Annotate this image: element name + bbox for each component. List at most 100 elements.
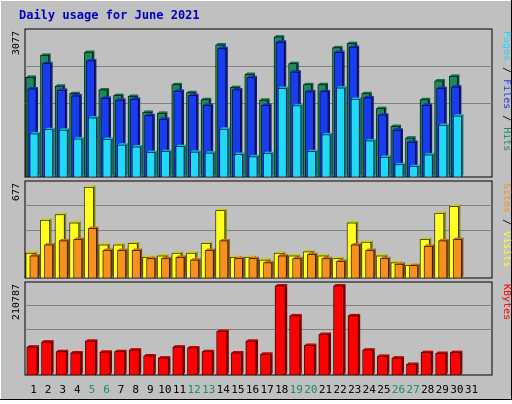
bar-sites-day-24 [365,250,375,279]
bar-hits-top [40,53,51,56]
bar-sites-side [227,238,230,278]
bar-sites-day-11 [175,257,185,279]
bar-sites-top [234,256,245,259]
legend-item-kbytes: KBytes [501,284,512,320]
bar-kbytes-day-5 [85,340,96,376]
bar-visits-top [332,256,344,259]
bar-pages-side [242,152,245,177]
legend-separator: / [501,109,512,127]
bar-sites-side [67,238,70,278]
bar-files-top [451,85,462,88]
bar-kbytes-side [66,349,69,375]
bar-pages-top [380,155,391,158]
bar-pages-side [198,150,201,177]
bar-visits-top [347,221,359,224]
bar-sites-top [190,258,201,261]
bar-hits-top [157,111,168,114]
bar-sites-top [176,255,186,258]
bar-pages-day-11 [175,146,185,178]
bar-sites-side [242,256,245,278]
bar-sites-side [446,238,449,278]
x-label-day-20: 20 [304,383,317,396]
bar-sites-side [140,248,143,278]
bar-pages-day-19 [292,105,302,178]
bar-pages-side [169,149,172,177]
legend-visits-sites: Sites / Visits [501,183,512,267]
bar-visits-top [201,241,213,244]
bar-sites-side [96,226,99,278]
bar-pages-side [184,144,186,177]
x-label-day-17: 17 [260,383,273,396]
bar-hits-top [288,61,299,64]
bar-sites-day-28 [423,246,433,279]
bar-files-top [203,103,214,106]
bar-sites-day-29 [438,240,448,279]
bar-kbytes-side [110,350,112,375]
bar-pages-top [30,131,40,134]
bar-kbytes-side [445,351,448,375]
x-label-day-11: 11 [173,383,186,396]
bar-sites-side [257,256,259,278]
bar-kbytes-top [158,356,171,359]
bar-kbytes-top [289,313,302,316]
bar-pages-top [453,114,464,117]
bar-kbytes-side [37,345,39,375]
bar-kbytes-top [450,350,463,353]
bar-kbytes-day-28 [420,352,432,376]
bar-pages-day-14 [219,128,229,178]
x-label-day-10: 10 [158,383,171,396]
bar-kbytes-side [256,339,258,375]
bar-kbytes-side [329,332,331,375]
panel-visits-sites: 677 Sites / Visits [11,180,512,279]
bar-hits-top [245,72,255,75]
bar-hits-top [99,87,109,90]
bar-files-top [378,113,389,116]
bar-kbytes-side [241,351,244,375]
bar-pages-day-1 [29,133,39,178]
bar-hits-top [113,93,124,96]
bar-visits-top [55,212,67,215]
legend-item-pages: Pages [501,31,512,61]
legend-item-hits: Hits [501,127,512,151]
bar-hits-top [186,90,197,93]
bar-sites-side [198,258,201,278]
x-label-day-3: 3 [59,383,66,396]
x-label-day-7: 7 [118,383,125,396]
bar-pages-top [73,137,84,140]
bar-pages-side [315,149,318,177]
x-label-day-9: 9 [147,383,154,396]
bar-pages-day-24 [365,140,375,178]
bar-hits-top [172,82,182,85]
bar-kbytes-top [216,329,229,332]
bar-sites-side [417,263,420,278]
bar-files-top [422,103,433,106]
bar-pages-side [403,162,405,177]
bar-sites-side [344,259,347,278]
bar-kbytes-day-4 [70,352,82,376]
bar-kbytes-top [304,343,317,346]
bar-pages-day-29 [438,125,448,178]
x-label-day-27: 27 [406,383,419,396]
bar-pages-side [300,103,303,177]
bar-sites-side [286,254,289,278]
bar-kbytes-day-30 [450,352,461,376]
bar-sites-day-1 [29,255,39,279]
bar-files-top [28,87,38,90]
bar-files-top [261,103,272,106]
bar-kbytes-day-18 [274,285,286,376]
bar-pages-day-16 [248,156,258,178]
bar-hits-top [420,97,431,100]
bar-pages-top [146,150,157,153]
bar-pages-top [263,151,274,154]
x-label-day-22: 22 [333,383,346,396]
bar-hits-top [449,74,460,77]
x-label-day-1: 1 [30,383,37,396]
chart-title: Daily usage for June 2021 [19,8,200,22]
bar-sites-side [330,256,332,278]
x-label-day-8: 8 [132,383,139,396]
bar-pages-side [111,137,113,177]
bar-sites-day-10 [161,258,170,279]
bar-sites-day-18 [277,255,287,279]
legend-separator: / [501,213,512,231]
bar-visits-top [113,243,125,246]
